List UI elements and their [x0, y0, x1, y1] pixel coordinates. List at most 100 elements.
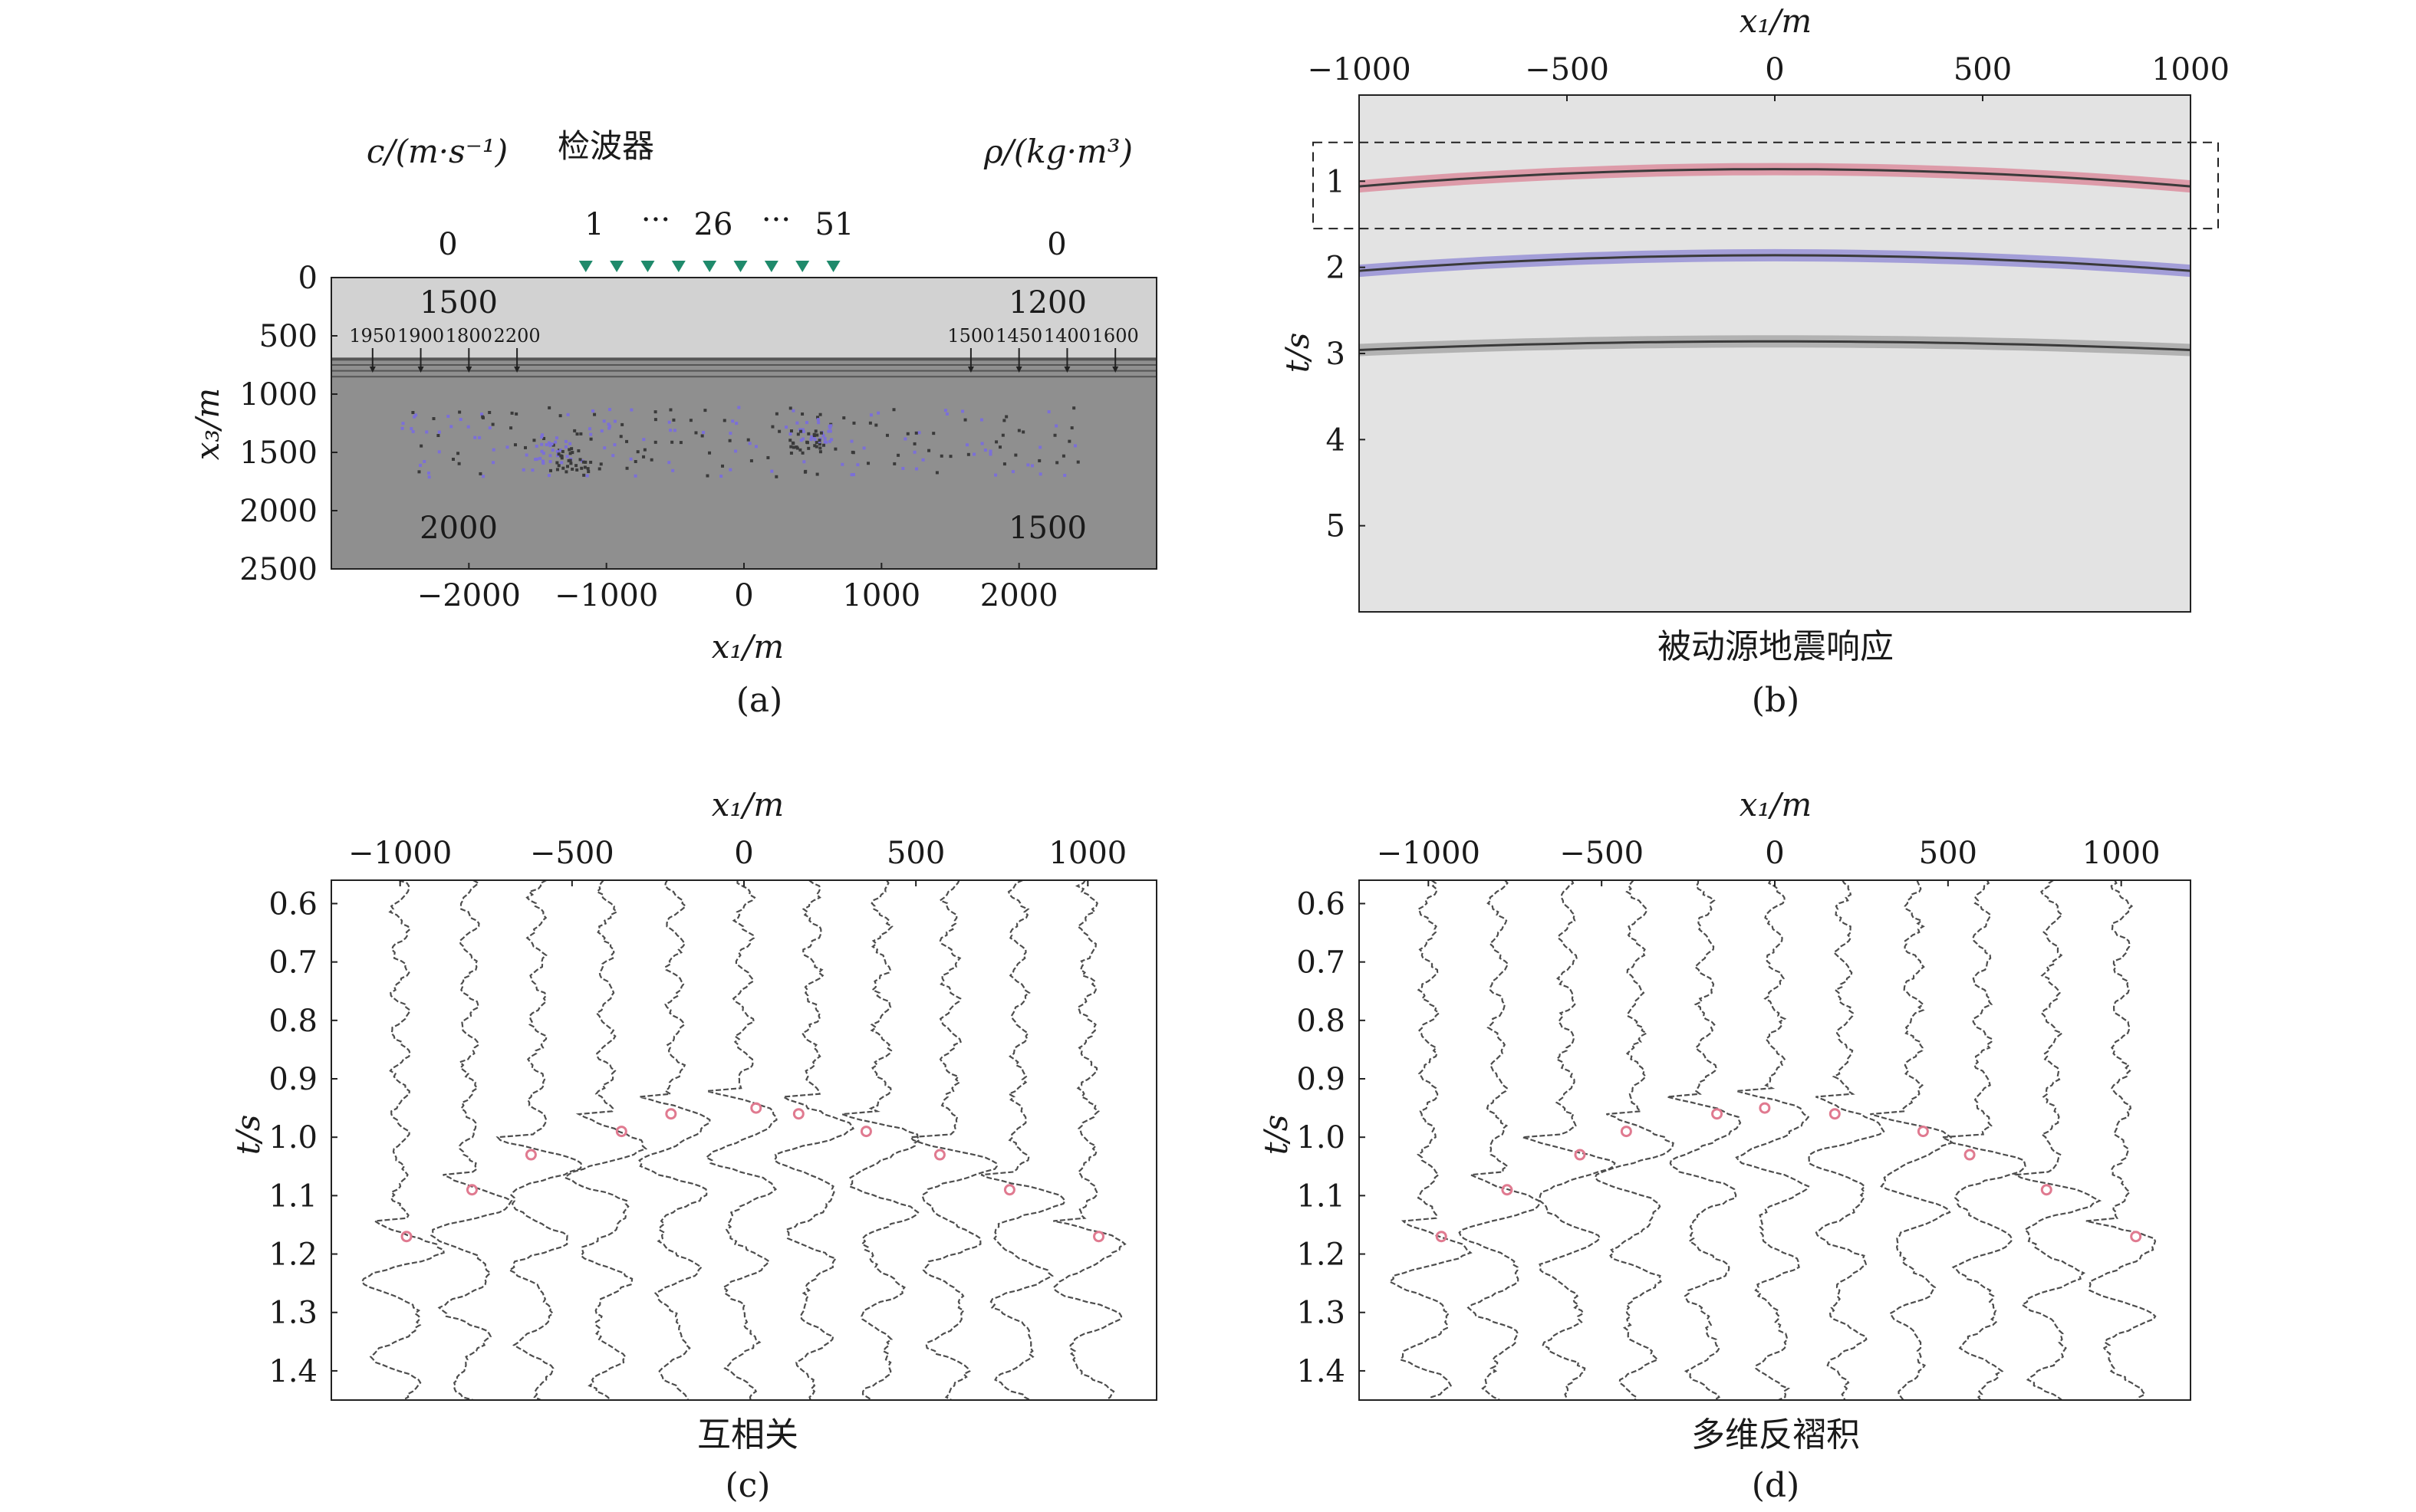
- scatterer: [557, 452, 561, 456]
- scatterer: [995, 440, 999, 444]
- seismic-trace: [2085, 879, 2157, 1401]
- scatterer: [719, 475, 723, 478]
- seismic-trace: [908, 879, 998, 1401]
- scatterer: [815, 433, 819, 437]
- scatterer: [642, 438, 646, 442]
- receiver-icon: [733, 261, 748, 272]
- scatterer: [796, 432, 800, 436]
- trace-highlight: [2040, 1184, 2052, 1196]
- receiver-icon: [795, 261, 810, 272]
- scatterer: [559, 449, 563, 452]
- x-tick-label: 2000: [980, 578, 1058, 613]
- scatterer: [411, 429, 415, 433]
- scatterer: [1062, 454, 1065, 458]
- panel-a-plot: 1950 1900 1800 2200 1500 1450 1400 1600−2000 −10…: [239, 261, 1157, 613]
- seismic-trace: [495, 879, 583, 1401]
- scatterer: [807, 446, 811, 450]
- reflection-event: [1358, 168, 2191, 188]
- layer-arrow-head: [466, 366, 472, 373]
- panel-d-x-axis-label: x₁/m: [1740, 786, 1812, 823]
- scatterer: [966, 443, 969, 447]
- scatterer: [989, 452, 992, 456]
- plot-background: [1359, 880, 2191, 1400]
- scatterer: [694, 431, 698, 435]
- scatterer: [785, 426, 788, 429]
- scatterer: [901, 466, 905, 470]
- scatterer: [983, 449, 987, 452]
- scatterer: [940, 454, 943, 458]
- scatterer: [999, 445, 1002, 449]
- scatterer: [818, 442, 821, 446]
- panel-a-bottom-velocity: 2000: [420, 511, 498, 546]
- panel-a-velocity-zero: 0: [438, 227, 457, 262]
- trace-highlight: [1574, 1149, 1586, 1161]
- scatterer: [567, 459, 571, 462]
- scatterer: [868, 421, 872, 425]
- scatterer: [728, 439, 732, 442]
- scatterer: [943, 409, 947, 413]
- scatterer: [670, 440, 674, 444]
- scatterer: [770, 469, 774, 473]
- trace-highlight: [1501, 1184, 1513, 1196]
- x-tick-label: 500: [887, 836, 945, 871]
- seismic-trace: [1387, 879, 1473, 1401]
- scatterer: [801, 429, 805, 433]
- scatterer: [949, 455, 953, 459]
- layer-arrow-head: [514, 366, 521, 373]
- scatterer: [703, 409, 707, 413]
- scatterer: [488, 426, 492, 430]
- scatterer: [935, 471, 939, 475]
- scatterer: [555, 461, 559, 465]
- scatterer: [573, 429, 577, 432]
- seismic-trace: [430, 879, 513, 1402]
- scatterer: [818, 450, 822, 454]
- scatterer: [548, 460, 552, 464]
- scatterer: [548, 406, 551, 409]
- scatterer: [823, 436, 827, 440]
- scatterer: [874, 423, 878, 427]
- scatterer: [801, 451, 805, 455]
- scatterer: [748, 442, 752, 445]
- scatterer: [571, 467, 574, 471]
- y-tick-label: 4: [1326, 422, 1345, 458]
- scatterer: [1011, 470, 1015, 474]
- scatterer: [979, 418, 983, 422]
- y-tick-label: 0.9: [1296, 1062, 1345, 1097]
- scatterer: [532, 439, 536, 442]
- scatterer: [642, 455, 646, 459]
- scatterer: [578, 458, 582, 462]
- scatterer: [613, 419, 617, 423]
- y-tick-label: 1.2: [1296, 1238, 1345, 1273]
- layer-arrow-head: [1015, 366, 1022, 373]
- x-tick-label: −500: [1525, 52, 1609, 87]
- scatterer: [417, 470, 421, 474]
- scatterer: [932, 432, 936, 436]
- scatterer: [492, 461, 495, 465]
- scatterer: [807, 432, 811, 436]
- scatterer: [541, 460, 545, 464]
- seismic-trace: [1458, 879, 1541, 1402]
- scatterer: [893, 462, 897, 465]
- scatterer: [1038, 472, 1042, 476]
- scatterer: [945, 412, 949, 416]
- scatterer: [581, 460, 585, 464]
- trace-highlight: [665, 1108, 677, 1120]
- scatterer: [775, 412, 778, 416]
- trace-highlight: [525, 1149, 537, 1161]
- scatterer: [672, 418, 676, 422]
- panel-c-caption: (c): [726, 1466, 771, 1505]
- scatterer: [729, 432, 732, 436]
- scatterer: [802, 460, 806, 464]
- scatterer: [491, 422, 495, 426]
- scatterer: [607, 426, 611, 430]
- scatterer: [481, 415, 485, 419]
- scatterer: [535, 457, 539, 461]
- scatterer: [561, 466, 565, 470]
- scatterer: [643, 448, 647, 452]
- scatterer: [749, 459, 753, 462]
- x-tick-label: 0: [734, 836, 753, 871]
- scatterer: [973, 452, 976, 456]
- scatterer: [452, 457, 456, 461]
- scatterer: [906, 432, 910, 436]
- scatterer: [792, 409, 795, 413]
